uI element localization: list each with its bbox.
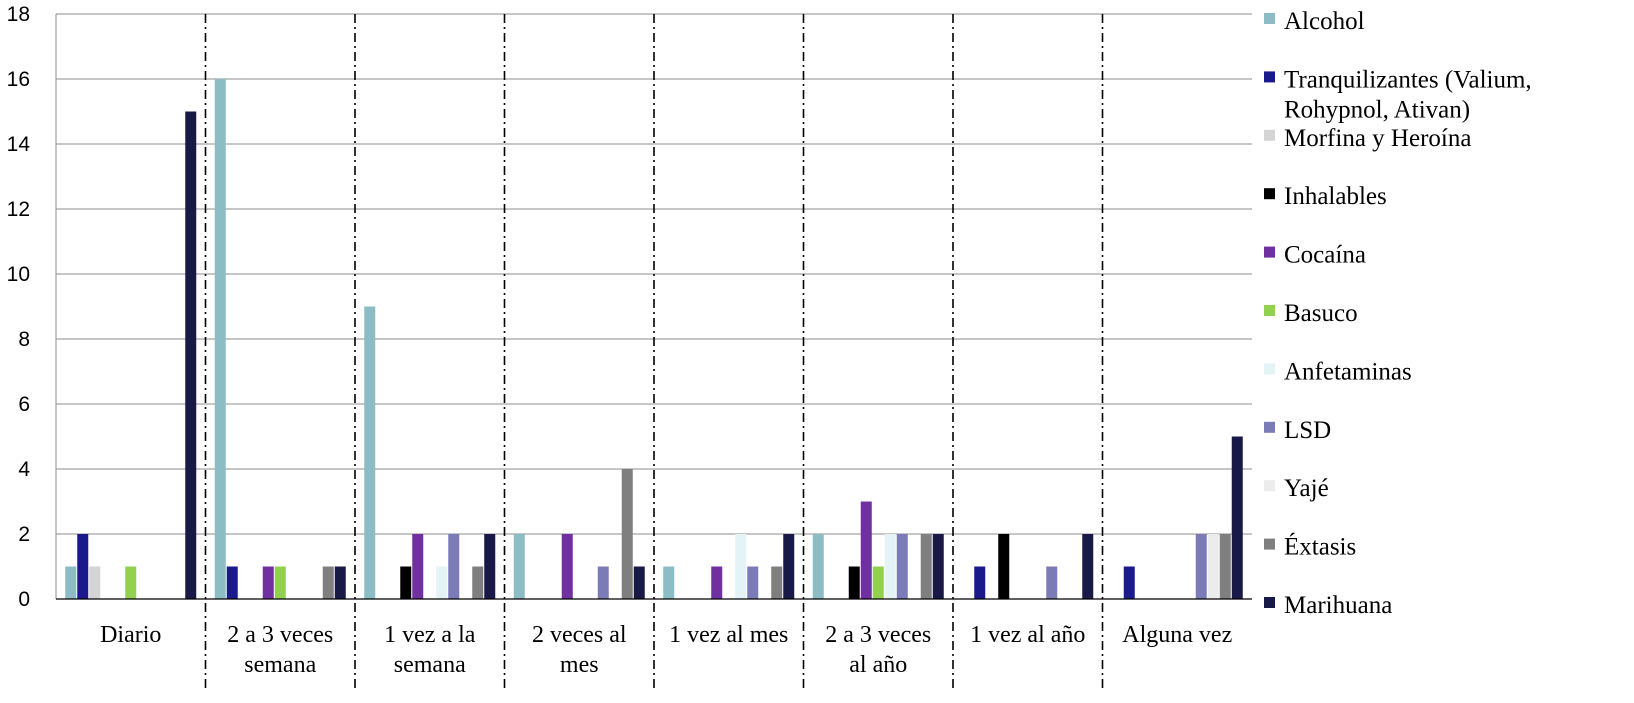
legend-swatch	[1264, 71, 1275, 83]
y-tick-label: 16	[7, 68, 30, 91]
category-label: Alguna vez	[1122, 622, 1232, 648]
category-label: 1 vez a la semana	[384, 622, 476, 678]
bar	[633, 566, 645, 599]
legend-label: Anfetaminas	[1284, 358, 1412, 385]
bar	[334, 566, 346, 599]
bar	[932, 534, 944, 599]
bar	[884, 534, 896, 599]
y-tick-label: 12	[7, 198, 30, 221]
bar	[711, 566, 723, 599]
legend-swatch	[1264, 363, 1275, 375]
bar	[812, 534, 824, 599]
bar	[621, 469, 633, 599]
category-label: 2 a 3 veces semana	[227, 622, 333, 678]
bar	[77, 534, 89, 599]
category-label: 1 vez al mes	[669, 622, 788, 648]
bar	[771, 566, 783, 599]
bar	[484, 534, 496, 599]
category-label: Diario	[100, 622, 161, 648]
bar	[274, 566, 286, 599]
bar	[848, 566, 860, 599]
bar	[125, 566, 137, 599]
legend-label: Marihuana	[1284, 592, 1392, 619]
bar	[185, 111, 197, 599]
legend-swatch	[1264, 421, 1275, 433]
category-label: 2 a 3 veces al año	[825, 622, 931, 678]
bar	[735, 534, 747, 599]
bar	[747, 566, 759, 599]
bar	[322, 566, 334, 599]
bar	[998, 534, 1010, 599]
bar	[974, 566, 986, 599]
legend-label: Alcohol	[1284, 8, 1365, 35]
legend-swatch	[1264, 480, 1275, 492]
bar	[663, 566, 675, 599]
bar	[1082, 534, 1094, 599]
bar	[561, 534, 573, 599]
bar	[214, 79, 226, 599]
y-tick-label: 2	[18, 523, 30, 546]
legend-label: Cocaína	[1284, 242, 1366, 269]
bar	[400, 566, 412, 599]
bar	[513, 534, 525, 599]
bar	[896, 534, 908, 599]
legend-label: Tranquilizantes (Valium, Rohypnol, Ativan…	[1284, 66, 1532, 123]
legend-label: Morfina y Heroína	[1284, 125, 1471, 152]
y-tick-label: 8	[18, 328, 30, 351]
bar	[1219, 534, 1231, 599]
bar	[1123, 566, 1135, 599]
legend: Alcohol Tranquilizantes (Valium, Rohypnol,…	[1264, 8, 1532, 619]
bar	[412, 534, 424, 599]
bar	[65, 566, 77, 599]
bars	[65, 79, 1243, 599]
bar	[1207, 534, 1219, 599]
legend-label: Éxtasis	[1284, 533, 1356, 561]
y-tick-label: 4	[18, 458, 30, 481]
bar	[436, 566, 448, 599]
bar	[448, 534, 460, 599]
bar	[262, 566, 274, 599]
y-tick-label: 10	[7, 263, 30, 286]
bar	[89, 566, 101, 599]
category-separators	[204, 14, 1104, 690]
category-label: 2 veces al mes	[532, 622, 627, 678]
bar	[364, 306, 376, 599]
legend-swatch	[1264, 305, 1275, 316]
legend-swatch	[1264, 188, 1275, 200]
legend-label: Yajé	[1284, 475, 1329, 502]
legend-label: Inhalables	[1284, 183, 1387, 210]
y-tick-label: 0	[18, 588, 30, 611]
legend-label: LSD	[1284, 417, 1331, 444]
legend-swatch	[1264, 538, 1275, 550]
bar	[1046, 566, 1058, 599]
bar	[860, 501, 872, 599]
bar	[1195, 534, 1207, 599]
legend-swatch	[1264, 597, 1275, 608]
y-axis-ticks: 0 2 4 6 8 10 12 14 16 18	[7, 3, 31, 611]
y-tick-label: 18	[7, 3, 30, 26]
y-tick-label: 14	[7, 133, 31, 156]
bar	[226, 566, 238, 599]
bar	[1231, 436, 1243, 599]
bar	[920, 534, 932, 599]
bar	[783, 534, 795, 599]
legend-swatch	[1264, 129, 1275, 141]
category-label: 1 vez al año	[970, 622, 1085, 648]
bar	[872, 566, 884, 599]
legend-label: Basuco	[1284, 300, 1358, 327]
bar	[472, 566, 484, 599]
category-labels: Diario 2 a 3 veces semana 1 vez a la semana 2…	[100, 622, 1232, 678]
legend-swatch	[1264, 13, 1275, 24]
legend-swatch	[1264, 246, 1275, 258]
y-tick-label: 6	[18, 393, 30, 416]
bar	[597, 566, 609, 599]
